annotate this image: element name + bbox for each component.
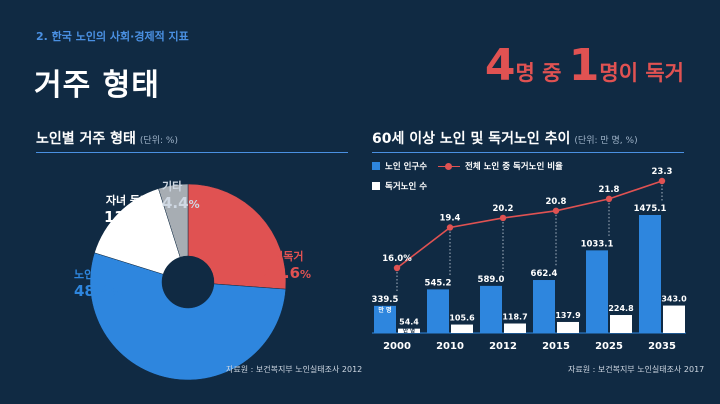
bar-alone-label: 137.9	[555, 311, 581, 320]
pie-label-children: 자녀 동거 13.8%	[104, 192, 152, 226]
ratio-point	[605, 195, 613, 203]
pie-label-other-value: 4.4%	[162, 194, 200, 212]
legend-item-population: 노인 인구수	[372, 160, 427, 172]
pie-label-couple-value: 48.4%	[74, 282, 123, 300]
bar-legend: 노인 인구수 전체 노인 중 독거노인 비율 독거노인 수	[372, 160, 692, 200]
bar-unit: (단위: 만 명, %)	[574, 136, 638, 146]
pie-source: 자료원 : 보건복지부 노인실태조사 2012	[226, 365, 363, 374]
ratio-label: 19.4	[440, 213, 461, 223]
ratio-point	[446, 224, 454, 231]
bar-population-label: 589.0	[478, 275, 505, 285]
bar-population-label: 339.5	[372, 295, 399, 305]
x-tick-label: 2012	[489, 341, 517, 352]
page-title: 거주 형태	[34, 68, 160, 103]
bar-alone	[557, 321, 579, 333]
bar-alone	[610, 315, 632, 333]
ratio-point	[658, 177, 666, 185]
bar-population-label: 1475.1	[634, 204, 667, 214]
ratio-label: 23.3	[652, 167, 673, 177]
pie-panel-rule	[36, 152, 348, 153]
pie-label-children-name: 자녀 동거	[105, 194, 151, 207]
headline-number-2: 1	[568, 40, 600, 91]
x-tick-label: 2000	[383, 341, 411, 352]
pie-panel-title: 노인별 거주 형태 (단위: %)	[36, 128, 178, 148]
legend-item-ratio: 전체 노인 중 독거노인 비율	[438, 160, 563, 172]
section-label: 2. 한국 노인의 사회·경제적 지표	[36, 30, 189, 43]
pie-label-other-name: 기타	[162, 180, 183, 193]
bar-panel-title: 60세 이상 노인 및 독거노인 추이 (단위: 만 명, %)	[372, 128, 638, 148]
bar-alone-label: 118.7	[502, 313, 527, 322]
x-tick-label: 2025	[595, 341, 623, 352]
headline-number-1: 4	[484, 40, 516, 91]
pie-unit: (단위: %)	[139, 136, 178, 146]
x-tick-label: 2015	[542, 341, 570, 352]
headline-text-2: 명이 독거	[599, 61, 684, 85]
bar-population	[639, 215, 661, 333]
bar-unit-label: 만 명	[378, 306, 391, 314]
bar-alone	[398, 328, 420, 333]
headline-text-1: 명 중	[515, 61, 569, 85]
pie-slice-children	[94, 188, 181, 275]
bar-alone-label: 105.6	[449, 314, 475, 323]
pie-slice-other	[158, 183, 189, 258]
bar-alone-unit-label: 만 명	[403, 327, 415, 335]
ratio-label: 16.0%	[382, 254, 412, 264]
pie-title: 노인별 거주 형태	[36, 131, 136, 147]
legend-swatch-population	[372, 162, 380, 170]
bar-population	[586, 250, 608, 333]
x-tick-label: 2010	[436, 341, 464, 352]
pie-label-other: 기타 4.4%	[162, 178, 200, 212]
headline: 4명 중 1명이 독거	[485, 40, 684, 91]
bar-population	[533, 280, 555, 333]
legend-item-alone: 독거노인 수	[372, 180, 427, 192]
bar-alone-label: 224.8	[608, 304, 634, 313]
legend-swatch-ratio	[438, 162, 460, 170]
bar-title: 60세 이상 노인 및 독거노인 추이	[372, 131, 571, 147]
pie-label-couple-name: 노인부부	[74, 268, 115, 281]
bar-population	[427, 289, 449, 333]
bar-panel-rule	[372, 152, 684, 153]
pie-label-alone-name: 노인독거	[263, 250, 304, 263]
ratio-point	[393, 264, 401, 272]
ratio-line	[396, 180, 663, 269]
ratio-label: 20.8	[546, 197, 567, 207]
bar-source: 자료원 : 보건복지부 노인실태조사 2017	[568, 365, 705, 374]
pie-slice-alone	[187, 183, 287, 290]
bar-alone	[451, 324, 473, 333]
ratio-label: 21.8	[599, 185, 620, 195]
bar-alone	[504, 323, 526, 333]
bar-population-label: 545.2	[425, 278, 452, 288]
legend-swatch-alone	[372, 182, 380, 190]
bar-alone-label: 343.0	[661, 295, 687, 304]
ratio-label: 20.2	[493, 204, 514, 214]
bar-population	[374, 305, 396, 333]
bar-population-label: 1033.1	[581, 239, 614, 249]
bar-population-label: 662.4	[531, 269, 558, 279]
bar-population	[480, 285, 502, 333]
pie-label-couple: 노인부부 48.4%	[74, 266, 122, 300]
pie-label-alone: 노인독거 23.6%	[263, 248, 311, 282]
bar-alone-label: 54.4	[399, 318, 419, 327]
ratio-point	[499, 214, 507, 222]
x-tick-label: 2035	[648, 341, 676, 352]
ratio-point	[552, 207, 560, 214]
pie-label-alone-value: 23.6%	[263, 264, 312, 282]
pie-slice-couple	[89, 252, 287, 381]
bar-alone	[663, 305, 685, 333]
pie-label-children-value: 13.8%	[104, 208, 153, 226]
